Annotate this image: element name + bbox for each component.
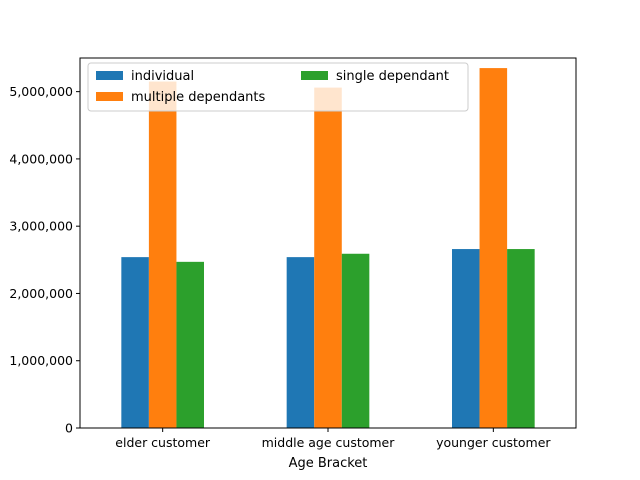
legend-swatch-multiple-dependants [96, 92, 123, 101]
bar-individual-elder-customer [121, 257, 149, 428]
y-tick-label: 5,000,000 [9, 84, 73, 99]
x-tick-label: middle age customer [262, 435, 396, 450]
y-axis: 0 1,000,000 2,000,000 3,000,000 4,000,000 5,0… [9, 84, 80, 436]
legend-label-single-dependant: single dependant [336, 69, 449, 84]
legend-box [87, 62, 469, 112]
x-axis: elder customer middle age customer younger… [115, 428, 551, 450]
bar-individual-middle-age-customer [286, 257, 315, 428]
legend-label-multiple-dependants: multiple dependants [131, 90, 266, 105]
plot-bars [121, 68, 535, 428]
legend-swatch-individual [96, 71, 123, 80]
plot-frame [79, 57, 577, 429]
bar-multiple-dependants-middle-age-customer [314, 87, 342, 428]
bar-individual-younger-customer [452, 249, 480, 428]
bar-multiple-dependants-elder-customer [148, 81, 177, 428]
y-tick-label: 0 [65, 421, 73, 436]
y-tick-label: 3,000,000 [9, 219, 73, 234]
legend-swatch-single-dependant [301, 71, 328, 80]
x-tick-label: elder customer [115, 435, 211, 450]
x-tick-label: younger customer [436, 435, 551, 450]
y-tick-label: 4,000,000 [9, 151, 73, 166]
y-tick-label: 1,000,000 [9, 353, 73, 368]
legend-label-individual: individual [131, 69, 194, 84]
bar-single-dependant-younger-customer [507, 249, 535, 428]
bar-single-dependant-middle-age-customer [341, 253, 370, 428]
x-axis-label: Age Bracket [289, 456, 368, 471]
legend: individual multiple dependants single depe… [87, 62, 469, 112]
y-tick-label: 2,000,000 [9, 286, 73, 301]
bar-multiple-dependants-younger-customer [479, 68, 508, 428]
bar-single-dependant-elder-customer [176, 261, 204, 428]
